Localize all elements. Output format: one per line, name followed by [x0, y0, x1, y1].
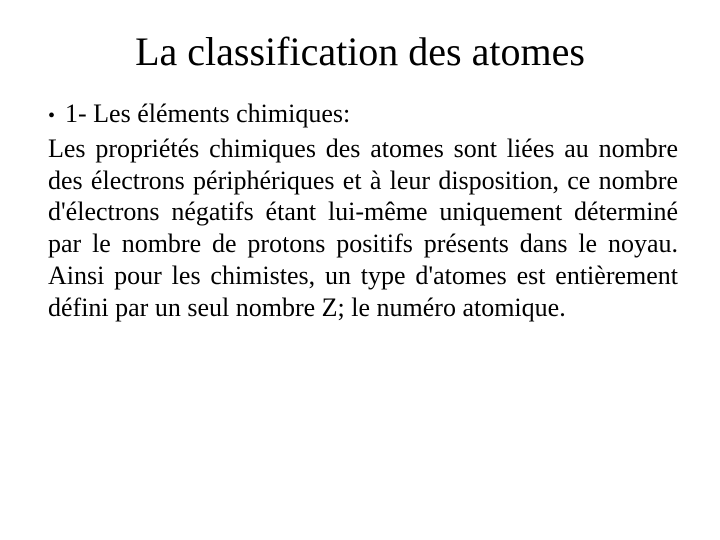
bullet-marker: • — [48, 103, 55, 129]
slide-container: La classification des atomes • 1- Les él… — [0, 0, 720, 540]
body-paragraph: Les propriétés chimiques des atomes sont… — [30, 133, 690, 323]
bullet-item: • 1- Les éléments chimiques: — [30, 99, 690, 129]
slide-title: La classification des atomes — [30, 28, 690, 75]
bullet-text: 1- Les éléments chimiques: — [65, 99, 350, 129]
